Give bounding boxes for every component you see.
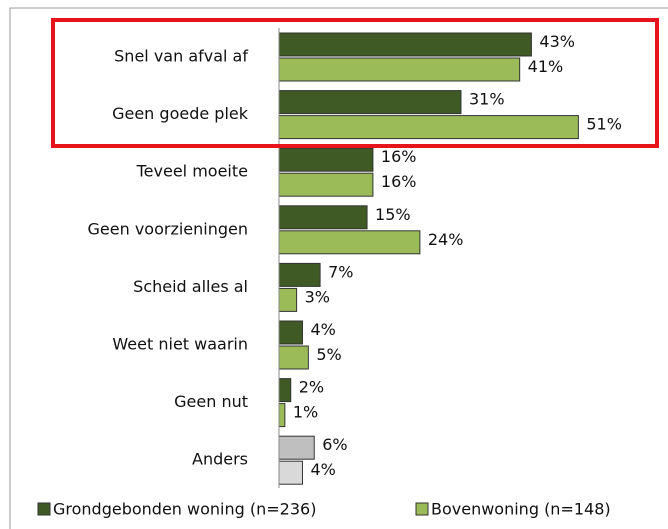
legend-label: Bovenwoning (n=148) (431, 500, 611, 519)
bar (278, 57, 521, 82)
category-label: Weet niet waarin (112, 335, 248, 354)
bar (278, 435, 315, 460)
bar (278, 172, 374, 197)
category-label: Teveel moeite (136, 162, 248, 181)
value-label: 6% (322, 435, 347, 454)
value-label: 4% (310, 460, 335, 479)
category-label: Snel van afval af (114, 47, 248, 66)
legend-swatch (415, 502, 429, 516)
bar (278, 262, 321, 287)
value-label: 41% (528, 57, 564, 76)
category-label: Scheid alles al (133, 277, 248, 296)
value-label: 16% (381, 147, 417, 166)
value-label: 7% (328, 262, 353, 281)
bar (278, 115, 579, 140)
value-label: 2% (299, 378, 324, 397)
category-label: Geen nut (174, 392, 248, 411)
value-label: 24% (428, 230, 464, 249)
bar (278, 230, 421, 255)
value-label: 31% (469, 90, 505, 109)
value-label: 16% (381, 172, 417, 191)
value-label: 4% (310, 320, 335, 339)
bar (278, 378, 292, 403)
legend-swatch (37, 502, 51, 516)
bar (278, 90, 462, 115)
value-label: 1% (293, 403, 318, 422)
category-label: Anders (192, 450, 248, 469)
category-label: Geen goede plek (112, 104, 249, 123)
bar (278, 205, 368, 230)
bar (278, 32, 532, 57)
chart-frame (9, 7, 668, 529)
category-label: Geen voorzieningen (88, 219, 249, 238)
bar (278, 320, 303, 345)
bar (278, 345, 309, 370)
bar (278, 403, 286, 428)
bar (278, 287, 298, 312)
highlight-box (51, 18, 659, 148)
bar (278, 147, 374, 172)
value-label: 43% (539, 32, 575, 51)
legend-label: Grondgebonden woning (n=236) (53, 500, 316, 519)
value-label: 5% (316, 345, 341, 364)
value-label: 51% (586, 115, 622, 134)
bar (278, 460, 303, 485)
value-label: 3% (305, 287, 330, 306)
value-label: 15% (375, 205, 411, 224)
